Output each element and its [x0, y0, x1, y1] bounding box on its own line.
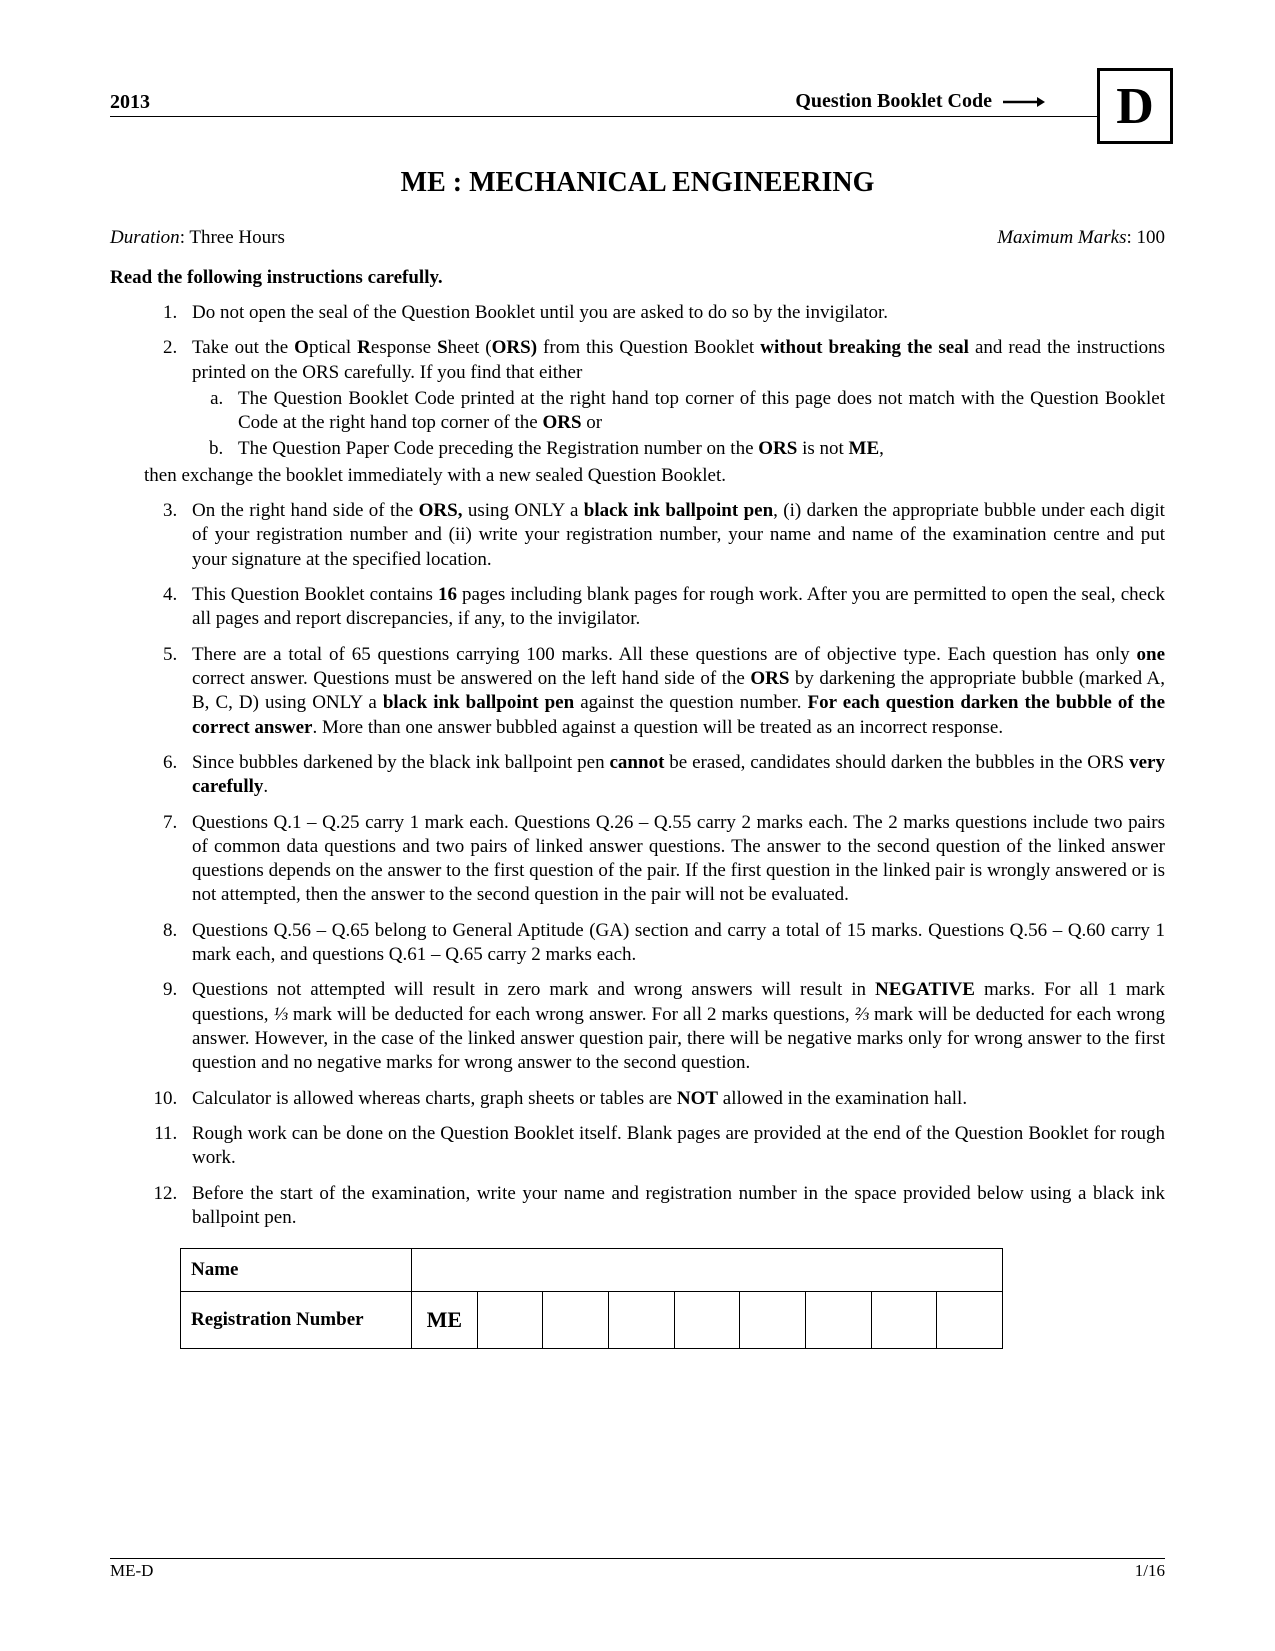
reg-digit-cell[interactable] — [674, 1292, 740, 1349]
page: 2013 Question Booklet Code D ME : MECHAN… — [0, 0, 1275, 1651]
list-item: Do not open the seal of the Question Boo… — [182, 301, 1165, 325]
reg-prefix-cell: ME — [412, 1292, 478, 1349]
list-item: This Question Booklet contains 16 pages … — [182, 583, 1165, 632]
booklet-code-box: D — [1097, 68, 1173, 144]
reg-digit-cell[interactable] — [871, 1292, 937, 1349]
arrow-right-icon — [1003, 91, 1045, 114]
name-input-cell[interactable] — [412, 1249, 1003, 1292]
instructions-heading: Read the following instructions carefull… — [110, 267, 1165, 289]
marks-value: 100 — [1137, 227, 1166, 248]
then-text: then exchange the booklet immediately wi… — [144, 464, 1165, 488]
list-item: Questions not attempted will result in z… — [182, 978, 1165, 1075]
instructions-list: Do not open the seal of the Question Boo… — [110, 301, 1165, 1230]
list-item: The Question Paper Code preceding the Re… — [228, 437, 1165, 461]
list-item: There are a total of 65 questions carryi… — [182, 643, 1165, 740]
table-row: Registration Number ME — [181, 1292, 1003, 1349]
list-item: On the right hand side of the ORS, using… — [182, 499, 1165, 572]
sub-list: The Question Booklet Code printed at the… — [192, 387, 1165, 462]
page-title: ME : MECHANICAL ENGINEERING — [110, 167, 1165, 199]
list-item: Since bubbles darkened by the black ink … — [182, 751, 1165, 800]
reg-digit-cell[interactable] — [477, 1292, 543, 1349]
list-item: Before the start of the examination, wri… — [182, 1182, 1165, 1231]
reg-digit-cell[interactable] — [805, 1292, 871, 1349]
registration-table: Name Registration Number ME — [180, 1248, 1003, 1349]
code-label-text: Question Booklet Code — [795, 90, 992, 112]
duration-text: Duration: Three Hours — [110, 227, 285, 249]
header-year: 2013 — [110, 91, 150, 114]
reg-digit-cell[interactable] — [740, 1292, 806, 1349]
reg-digit-cell[interactable] — [937, 1292, 1003, 1349]
duration-label: Duration — [110, 227, 180, 248]
list-item: Questions Q.1 – Q.25 carry 1 mark each. … — [182, 811, 1165, 908]
list-item: Take out the Optical Response Sheet (ORS… — [182, 336, 1165, 488]
list-item: The Question Booklet Code printed at the… — [228, 387, 1165, 436]
name-label-cell: Name — [181, 1249, 412, 1292]
reg-label-cell: Registration Number — [181, 1292, 412, 1349]
footer-left: ME-D — [110, 1561, 153, 1581]
page-footer: ME-D 1/16 — [110, 1558, 1165, 1581]
duration-value: Three Hours — [189, 227, 285, 248]
marks-label: Maximum Marks — [997, 227, 1126, 248]
marks-text: Maximum Marks: 100 — [997, 227, 1165, 249]
reg-digit-cell[interactable] — [608, 1292, 674, 1349]
list-item: Calculator is allowed whereas charts, gr… — [182, 1087, 1165, 1111]
list-item: Questions Q.56 – Q.65 belong to General … — [182, 919, 1165, 968]
list-item: Rough work can be done on the Question B… — [182, 1122, 1165, 1171]
footer-right: 1/16 — [1135, 1561, 1165, 1581]
header-row: 2013 Question Booklet Code D — [110, 90, 1165, 117]
meta-row: Duration: Three Hours Maximum Marks: 100 — [110, 227, 1165, 249]
reg-digit-cell[interactable] — [543, 1292, 609, 1349]
table-row: Name — [181, 1249, 1003, 1292]
